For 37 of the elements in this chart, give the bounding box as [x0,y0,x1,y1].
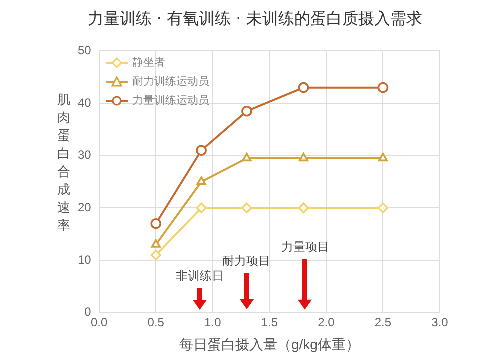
x-tick-label: 2.0 [318,315,336,330]
x-tick-label: 0.5 [148,315,165,330]
point [242,202,252,214]
y-tick-label: 10 [78,252,92,267]
point [298,202,310,214]
point [151,239,161,248]
y-tick-label: 20 [78,200,92,214]
annotation: 耐力项目 [222,253,270,270]
y-axis-title: 肌肉蛋白合成速率 [56,92,72,236]
y-tick-label: 50 [78,44,92,58]
legend-label: 力量训练运动员 [132,93,210,110]
x-axis-title: 每日蛋白摄入量（g/kg体重） [179,336,360,352]
point [378,82,389,94]
y-tick-label: 40 [78,96,92,110]
point [378,202,389,214]
annotation: 力量项目 [281,238,330,256]
point [242,106,252,117]
y-tick-label: 30 [78,148,92,162]
x-tick-label: 0.0 [91,315,108,330]
x-tick-label: 1.0 [204,315,222,330]
point [196,176,206,186]
x-tick-label: 3.0 [432,315,449,330]
point [150,250,162,261]
point [242,153,252,162]
chart-title: 力量训练 · 有氧训练 · 未训练的蛋白质摄入需求 [88,8,422,28]
x-tick-label: 1.5 [261,315,278,330]
legend-label: 静坐者 [132,55,166,72]
point [196,202,207,214]
point [298,153,309,162]
x-tick-label: 2.5 [374,315,392,330]
y-tick-label: 0 [84,305,92,320]
point [150,218,162,230]
legend-label: 耐力训练运动员 [132,74,210,90]
point [196,145,207,156]
point [378,153,388,162]
point [298,82,310,94]
annotation: 非训练日 [176,268,224,285]
